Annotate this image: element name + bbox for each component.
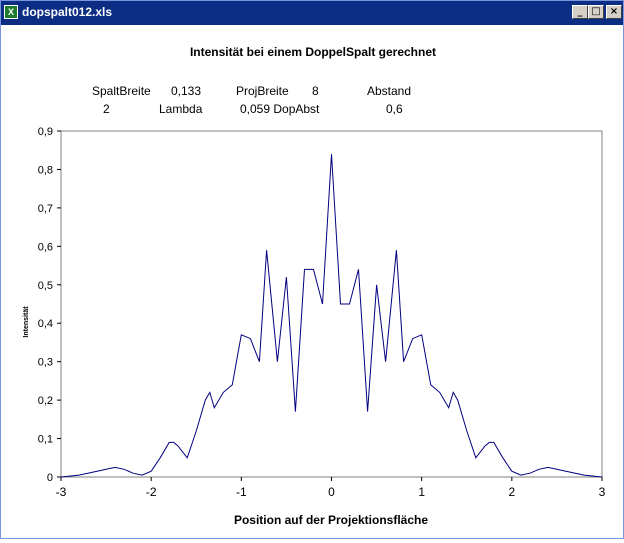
x-tick-label: -3 xyxy=(56,485,67,499)
x-tick-label: 1 xyxy=(418,485,425,499)
minimize-button[interactable]: _ xyxy=(572,5,588,19)
y-tick-label: 0,9 xyxy=(38,126,53,138)
y-tick-label: 0,5 xyxy=(38,280,53,292)
plot-series xyxy=(60,154,603,478)
axes: 0 0,1 0,2 0,3 0,4 0,5 0,6 0,7 0,8 0,9 -3 -2 -1 0 1 2 3 xyxy=(38,126,606,499)
title-bar[interactable]: X dopspalt012.xls _ □ × xyxy=(1,1,623,25)
window-title: dopspalt012.xls xyxy=(22,5,113,19)
maximize-button[interactable]: □ xyxy=(588,5,604,19)
x-tick-label: -1 xyxy=(236,485,247,499)
x-tick-label: -2 xyxy=(146,485,157,499)
parameter-table: SpaltBreite 0,133 ProjBreite 8 Abstand 2… xyxy=(92,84,411,116)
x-tick-label: 0 xyxy=(328,485,335,499)
y-axis-label: Intensität xyxy=(23,306,30,338)
y-tick-label: 0,3 xyxy=(38,357,53,369)
close-button[interactable]: × xyxy=(606,5,622,19)
y-tick-label: 0,1 xyxy=(38,434,53,446)
param-lambda-label: Lambda xyxy=(159,102,203,116)
chart-title: Intensität bei einem DoppelSpalt gerechn… xyxy=(190,45,436,59)
intensity-line xyxy=(60,154,603,478)
param-projbreite-label: ProjBreite xyxy=(236,84,289,98)
param-lambda-dopabst: 0,059 DopAbst xyxy=(240,102,320,116)
param-projbreite-value: 8 xyxy=(312,84,319,98)
intensity-chart: Intensität bei einem DoppelSpalt gerechn… xyxy=(23,45,606,527)
y-tick-label: 0,4 xyxy=(38,318,53,330)
param-spaltbreite-label: SpaltBreite xyxy=(92,84,151,98)
param-abstand-value: 2 xyxy=(103,102,110,116)
excel-icon: X xyxy=(4,5,18,19)
y-tick-label: 0,7 xyxy=(38,203,53,215)
x-axis-label: Position auf der Projektionsfläche xyxy=(234,513,428,527)
y-tick-label: 0,8 xyxy=(38,164,53,176)
y-tick-label: 0,6 xyxy=(38,241,53,253)
chart-area: Intensität bei einem DoppelSpalt gerechn… xyxy=(1,25,623,538)
y-tick-label: 0 xyxy=(47,472,53,484)
plot-area-frame xyxy=(60,130,603,478)
x-tick-label: 2 xyxy=(508,485,515,499)
param-dopabst-value: 0,6 xyxy=(386,102,403,116)
param-abstand-label: Abstand xyxy=(367,84,411,98)
param-spaltbreite-value: 0,133 xyxy=(171,84,201,98)
x-tick-label: 3 xyxy=(599,485,606,499)
y-tick-label: 0,2 xyxy=(38,395,53,407)
